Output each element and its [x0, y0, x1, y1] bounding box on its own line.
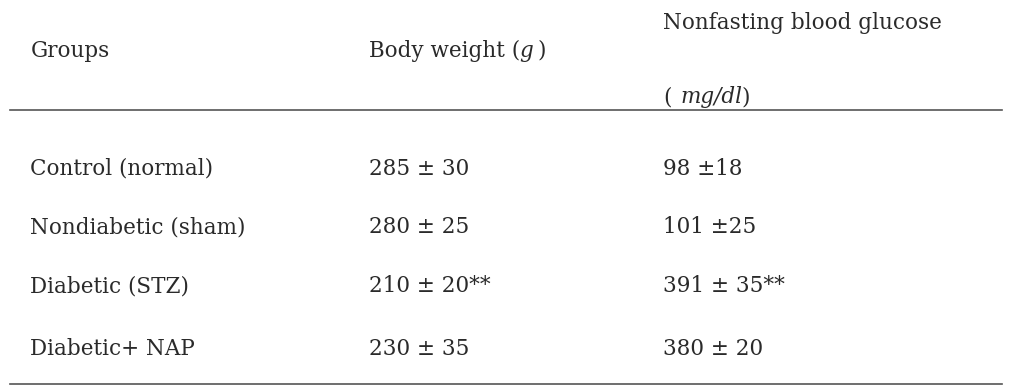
Text: (: (: [662, 86, 670, 108]
Text: Diabetic+ NAP: Diabetic+ NAP: [30, 338, 195, 360]
Text: 210 ± 20**: 210 ± 20**: [369, 275, 490, 297]
Text: 380 ± 20: 380 ± 20: [662, 338, 762, 360]
Text: 280 ± 25: 280 ± 25: [369, 216, 469, 238]
Text: 101 ±25: 101 ±25: [662, 216, 755, 238]
Text: Diabetic (STZ): Diabetic (STZ): [30, 275, 189, 297]
Text: 391 ± 35**: 391 ± 35**: [662, 275, 784, 297]
Text: Groups: Groups: [30, 40, 109, 62]
Text: Nonfasting blood glucose: Nonfasting blood glucose: [662, 12, 941, 34]
Text: Control (normal): Control (normal): [30, 158, 213, 180]
Text: mg/dl: mg/dl: [679, 86, 741, 108]
Text: Body weight (: Body weight (: [369, 40, 520, 62]
Text: ): ): [537, 40, 545, 62]
Text: 230 ± 35: 230 ± 35: [369, 338, 469, 360]
Text: 285 ± 30: 285 ± 30: [369, 158, 469, 180]
Text: ): ): [741, 86, 749, 108]
Text: 98 ±18: 98 ±18: [662, 158, 742, 180]
Text: g: g: [519, 40, 533, 62]
Text: Nondiabetic (sham): Nondiabetic (sham): [30, 216, 246, 238]
